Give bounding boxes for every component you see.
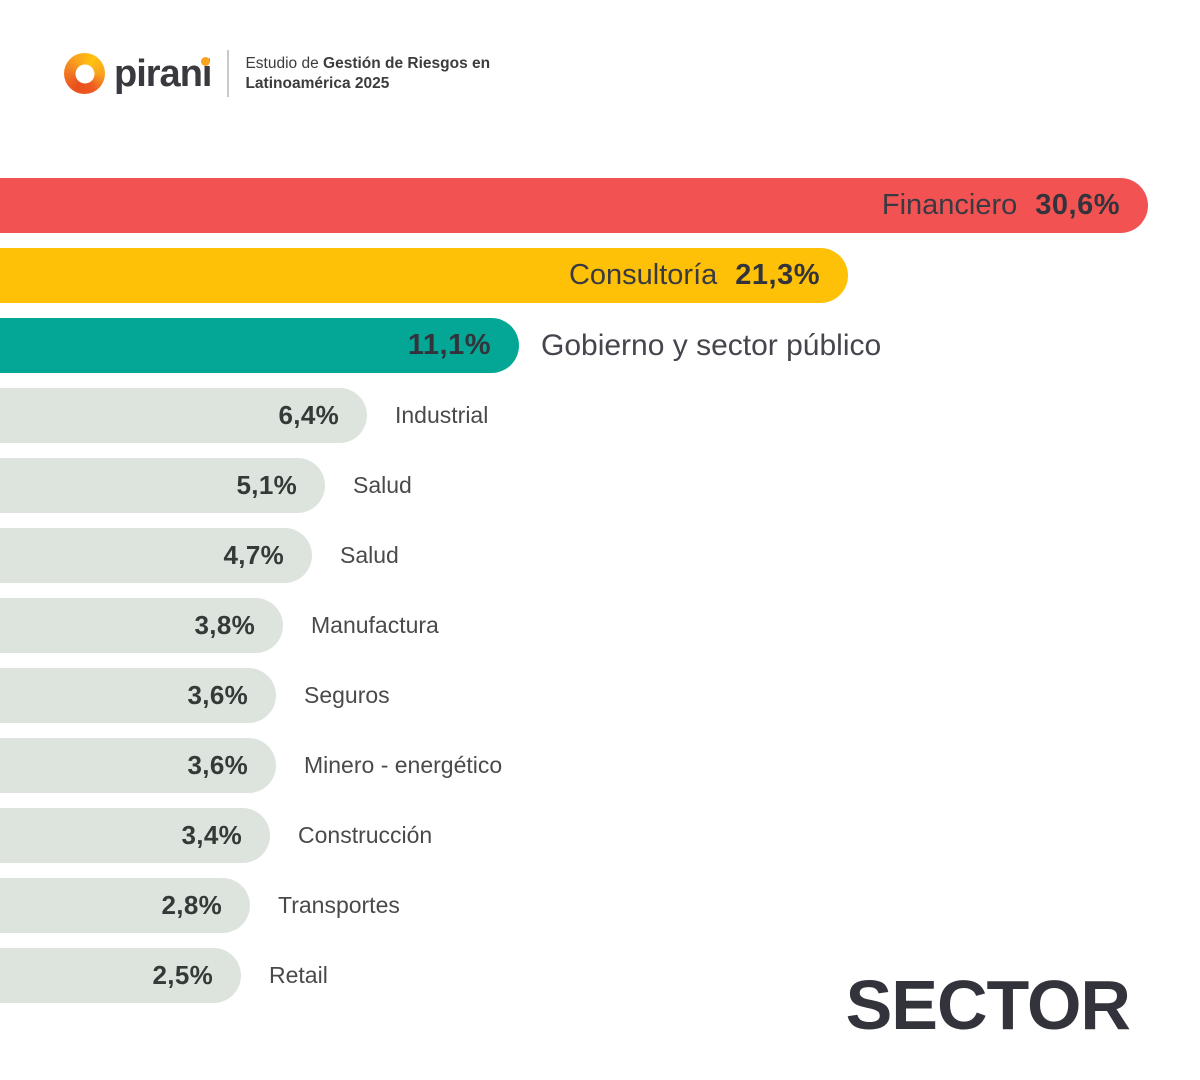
bar-value: 2,5% — [152, 960, 213, 990]
bar-row-retail: 2,5% Retail — [0, 948, 1200, 1003]
bar-row-seguros: 3,6% Seguros — [0, 668, 1200, 723]
bar-label: Salud — [340, 542, 399, 568]
bar-value: 30,6% — [1035, 189, 1120, 221]
bar-financiero: Financiero 30,6% — [0, 178, 1148, 233]
bar-label: Minero - energético — [304, 752, 503, 778]
brand-wordmark: pirani — [114, 52, 212, 95]
chart-title: SECTOR — [845, 966, 1131, 1044]
brand-i-dot-icon — [201, 56, 211, 66]
bar-seguros: 3,6% — [0, 668, 276, 723]
bar-value: 3,4% — [181, 820, 242, 850]
bar-label: Manufactura — [311, 612, 439, 638]
bar-construccion: 3,4% — [0, 808, 270, 863]
bar-label: Salud — [353, 472, 412, 498]
bar-industrial: 6,4% — [0, 388, 367, 443]
bar-row-construccion: 3,4% Construcción — [0, 808, 1200, 863]
subtitle-bold-line1: Gestión de Riesgos en — [323, 55, 491, 73]
bar-label: Retail — [269, 962, 328, 988]
bar-label: Consultoría — [568, 259, 718, 291]
bar-label: Transportes — [278, 892, 400, 918]
study-subtitle: Estudio de Gestión de Riesgos en Latinoa… — [245, 54, 490, 93]
bar-chart: Financiero 30,6% Consultoría 21,3% 11,1%… — [0, 178, 1200, 1018]
subtitle-bold-line2: Latinoamérica 2025 — [245, 74, 390, 92]
pirani-logo-ring-icon — [64, 53, 105, 94]
bar-value: 3,8% — [194, 610, 255, 640]
bar-row-salud-2: 4,7% Salud — [0, 528, 1200, 583]
bar-row-gobierno: 11,1% Gobierno y sector público — [0, 318, 1200, 373]
bar-row-industrial: 6,4% Industrial — [0, 388, 1200, 443]
bar-row-financiero: Financiero 30,6% — [0, 178, 1200, 233]
bar-value: 3,6% — [187, 750, 248, 780]
bar-value: 21,3% — [735, 259, 820, 291]
bar-consultoria: Consultoría 21,3% — [0, 248, 848, 303]
bar-row-consultoria: Consultoría 21,3% — [0, 248, 1200, 303]
bar-label: Industrial — [395, 402, 489, 428]
bar-gobierno: 11,1% — [0, 318, 519, 373]
bar-label: Construcción — [298, 822, 433, 848]
bar-value: 5,1% — [236, 470, 297, 500]
bar-value: 2,8% — [161, 890, 222, 920]
bar-row-minero-energetico: 3,6% Minero - energético — [0, 738, 1200, 793]
bar-salud-1: 5,1% — [0, 458, 325, 513]
bar-retail: 2,5% — [0, 948, 241, 1003]
bar-value: 3,6% — [187, 680, 248, 710]
bar-value: 4,7% — [223, 540, 284, 570]
subtitle-prefix: Estudio de — [245, 55, 324, 73]
header: pirani Estudio de Gestión de Riesgos en … — [64, 50, 490, 97]
bar-label: Gobierno y sector público — [541, 328, 882, 362]
bar-minero-energetico: 3,6% — [0, 738, 276, 793]
bar-value: 6,4% — [278, 400, 339, 430]
brand-text: pirani — [114, 52, 212, 95]
bar-label: Seguros — [304, 682, 390, 708]
bar-transportes: 2,8% — [0, 878, 250, 933]
bar-manufactura: 3,8% — [0, 598, 283, 653]
bar-row-salud-1: 5,1% Salud — [0, 458, 1200, 513]
bar-row-transportes: 2,8% Transportes — [0, 878, 1200, 933]
bar-value: 11,1% — [407, 329, 491, 361]
bar-row-manufactura: 3,8% Manufactura — [0, 598, 1200, 653]
header-divider — [227, 50, 230, 97]
bar-salud-2: 4,7% — [0, 528, 312, 583]
bar-label: Financiero — [881, 189, 1018, 221]
